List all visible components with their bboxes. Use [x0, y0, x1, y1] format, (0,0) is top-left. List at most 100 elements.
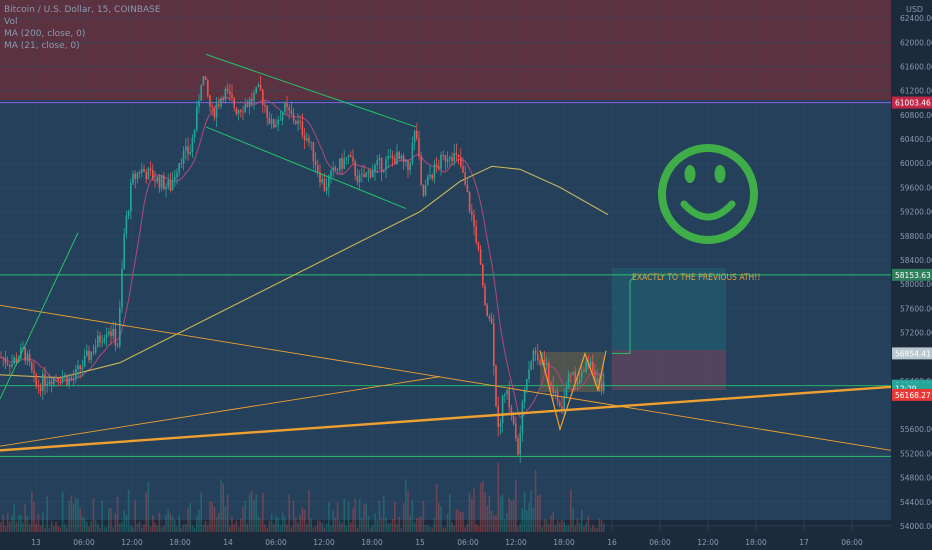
- volume-bar: [143, 524, 145, 532]
- candle-body: [367, 170, 370, 173]
- candle-body: [400, 155, 403, 159]
- candle-body: [563, 396, 565, 410]
- volume-bar: [35, 523, 37, 532]
- candle-body: [229, 91, 231, 95]
- candle-body: [31, 362, 33, 371]
- volume-bar: [202, 525, 205, 532]
- candle-body: [334, 167, 337, 170]
- candle-body: [444, 155, 447, 162]
- candle-body: [248, 98, 251, 108]
- time-tick-label: 15: [415, 538, 425, 547]
- candle-body: [548, 363, 550, 384]
- candle-body: [61, 376, 64, 382]
- trendline-thin: [0, 376, 441, 447]
- candle-body: [264, 104, 266, 107]
- indicator-vol[interactable]: Vol: [4, 17, 18, 27]
- volume-bar: [160, 527, 163, 532]
- indicator-ma200[interactable]: MA (200, close, 0): [4, 29, 86, 39]
- volume-bar: [376, 519, 378, 532]
- candle-body: [321, 179, 323, 183]
- volume-bar: [200, 492, 202, 532]
- volume-bar: [222, 483, 224, 532]
- candle-body: [570, 373, 572, 375]
- candle-body: [132, 173, 134, 183]
- volume-bar: [308, 489, 310, 532]
- volume-bar: [59, 527, 62, 532]
- volume-bar: [341, 522, 343, 532]
- volume-bar: [336, 502, 339, 532]
- volume-bar: [391, 518, 394, 532]
- volume-bar: [345, 526, 348, 532]
- volume-bar: [240, 518, 242, 532]
- candle-body: [246, 104, 249, 108]
- volume-bar: [367, 516, 370, 532]
- candle-body: [350, 155, 352, 157]
- volume-bar: [314, 526, 317, 532]
- candle-body: [218, 104, 220, 107]
- volume-bar: [339, 520, 341, 532]
- volume-bar: [198, 509, 200, 532]
- volume-bar: [552, 511, 554, 532]
- volume-bar: [246, 523, 249, 532]
- candle-body: [374, 165, 376, 172]
- volume-bar: [229, 526, 231, 532]
- volume-bar: [440, 506, 442, 532]
- candle-body: [512, 415, 515, 424]
- volume-bar: [70, 495, 73, 532]
- price-tick-label: 55200.00: [900, 449, 932, 458]
- candle-body: [90, 351, 92, 360]
- volume-bar: [372, 525, 374, 532]
- candle-body: [319, 171, 321, 183]
- candle-body: [189, 151, 191, 155]
- volume-bar: [347, 502, 350, 532]
- volume-bar: [231, 516, 233, 532]
- volume-bar: [451, 521, 453, 532]
- volume-bar: [455, 509, 458, 532]
- volume-bar: [515, 480, 517, 532]
- volume-bar: [550, 515, 552, 532]
- candle-body: [123, 233, 125, 269]
- volume-bar: [306, 523, 308, 532]
- price-tick-label: 60800.00: [900, 111, 932, 120]
- volume-bar: [37, 513, 40, 532]
- candle-body: [552, 385, 554, 394]
- volume-bar: [185, 524, 187, 532]
- volume-bar: [189, 502, 191, 532]
- candle-body: [114, 328, 117, 346]
- volume-bar: [488, 495, 491, 532]
- candle-body: [501, 395, 504, 424]
- volume-bar: [204, 520, 207, 532]
- candle-body: [347, 155, 350, 158]
- volume-bar: [176, 526, 178, 532]
- candle-body: [143, 169, 145, 172]
- volume-bar: [521, 508, 524, 532]
- volume-bar: [517, 526, 519, 532]
- indicator-ma21[interactable]: MA (21, close, 0): [4, 41, 80, 51]
- volume-bar: [180, 527, 183, 532]
- candle-body: [86, 350, 88, 356]
- candle-body: [299, 120, 301, 122]
- candle-body: [314, 161, 317, 166]
- price-tick-label: 60400.00: [900, 135, 932, 144]
- candle-body: [488, 316, 491, 319]
- candle-body: [394, 158, 396, 165]
- time-tick-label: 18:00: [361, 538, 383, 547]
- descending-trendline: [0, 304, 892, 451]
- volume-bar: [94, 520, 97, 532]
- volume-bar: [48, 527, 51, 532]
- candle-body: [532, 350, 535, 362]
- candle-body: [154, 180, 156, 182]
- candle-body: [108, 331, 110, 335]
- volume-bar: [530, 490, 532, 532]
- volume-bar: [187, 508, 189, 532]
- candle-body: [519, 432, 521, 455]
- volume-bar: [334, 517, 337, 532]
- volume-bar: [248, 493, 251, 532]
- candle-body: [537, 353, 539, 361]
- time-tick-label: 12:00: [505, 538, 527, 547]
- candle-body: [431, 174, 433, 179]
- candle-body: [592, 361, 594, 372]
- volume-bar: [554, 524, 557, 532]
- volume-bar: [211, 502, 213, 532]
